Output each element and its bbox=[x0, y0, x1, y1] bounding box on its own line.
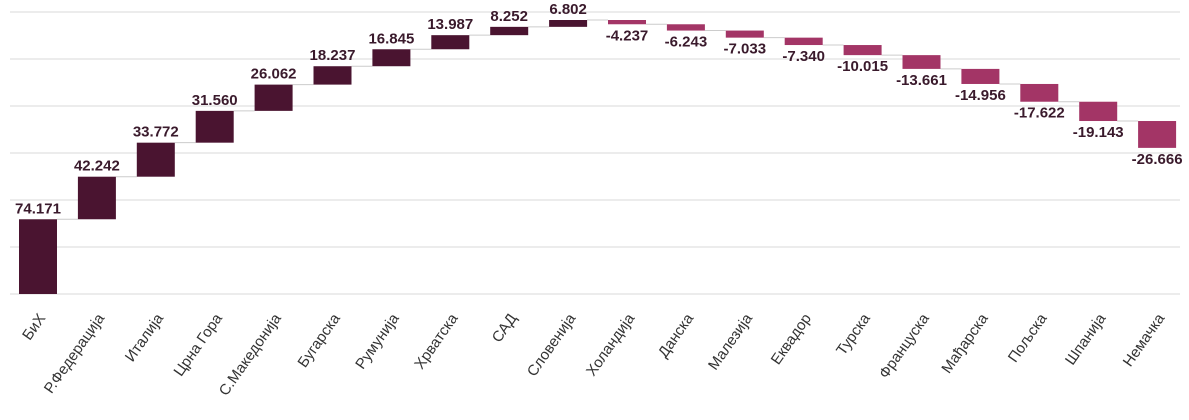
bar bbox=[136, 142, 175, 177]
data-label: -7.340 bbox=[782, 48, 825, 65]
bar bbox=[77, 176, 116, 220]
bar bbox=[1020, 83, 1059, 102]
connector-lines bbox=[57, 19, 1139, 220]
x-tick-label: Турска bbox=[833, 310, 874, 359]
bar bbox=[549, 20, 588, 27]
x-tick-label: Шпанија bbox=[1062, 310, 1110, 368]
data-label: -19.143 bbox=[1073, 124, 1124, 141]
x-tick-label: Еквадор bbox=[768, 311, 815, 368]
x-tick-label: Француска bbox=[876, 310, 933, 382]
x-tick-label: Хрватска bbox=[411, 310, 462, 372]
data-label: -17.622 bbox=[1014, 105, 1065, 122]
x-tick-label: Италија bbox=[122, 310, 168, 365]
bar bbox=[1138, 121, 1177, 148]
bar bbox=[608, 20, 646, 25]
data-label: 31.560 bbox=[192, 92, 238, 109]
x-tick-label: Мађарска bbox=[938, 310, 992, 377]
data-label: -4.237 bbox=[606, 27, 649, 44]
bar bbox=[725, 30, 764, 38]
data-label: -7.033 bbox=[724, 41, 767, 58]
bar bbox=[313, 66, 352, 85]
data-label: 8.252 bbox=[490, 8, 528, 25]
data-label: 13.987 bbox=[427, 16, 473, 33]
bars bbox=[19, 20, 1177, 294]
data-label: -13.661 bbox=[896, 72, 947, 89]
bar bbox=[195, 110, 234, 143]
x-tick-label: Немачка bbox=[1120, 310, 1169, 370]
bar bbox=[1079, 101, 1118, 122]
x-tick-label: Румунија bbox=[352, 310, 403, 372]
data-label: 16.845 bbox=[368, 30, 414, 47]
bar bbox=[372, 49, 411, 67]
x-tick-label: Пољска bbox=[1005, 310, 1051, 366]
data-label: -6.243 bbox=[665, 34, 708, 51]
bar bbox=[254, 84, 293, 111]
x-tick-label: Р.Федерација bbox=[41, 310, 109, 397]
x-tick-label: Данска bbox=[655, 310, 698, 361]
x-tick-label: БиХ bbox=[19, 311, 49, 344]
x-tick-label: Малезија bbox=[705, 310, 756, 373]
data-label: -10.015 bbox=[837, 58, 888, 75]
x-tick-label: Словенија bbox=[524, 310, 580, 380]
x-tick-label: Бугарска bbox=[295, 310, 345, 371]
bar bbox=[784, 37, 823, 46]
bar bbox=[666, 24, 705, 31]
data-label: 18.237 bbox=[310, 47, 356, 64]
grid-lines bbox=[10, 11, 1180, 295]
bar bbox=[902, 55, 941, 69]
bar bbox=[490, 26, 529, 36]
x-tick-label: Црна Гора bbox=[171, 310, 227, 380]
x-tick-label: САД bbox=[489, 311, 521, 346]
data-label: 74.171 bbox=[15, 200, 61, 217]
data-label: 33.772 bbox=[133, 124, 179, 141]
x-tick-label: С.Македонија bbox=[216, 310, 285, 399]
data-label: 6.802 bbox=[549, 1, 587, 18]
data-label: -14.956 bbox=[955, 87, 1006, 104]
bar bbox=[961, 68, 1000, 84]
data-labels: 74.171 42.242 33.772 31.560 26.062 18.237 16.8… bbox=[15, 1, 1182, 217]
bar bbox=[19, 219, 57, 294]
data-label: -26.666 bbox=[1132, 151, 1183, 168]
bar bbox=[843, 45, 882, 56]
bar bbox=[431, 35, 470, 50]
data-label: 42.242 bbox=[74, 158, 120, 175]
x-tick-label: Холандија bbox=[583, 310, 639, 379]
data-label: 26.062 bbox=[251, 66, 297, 83]
